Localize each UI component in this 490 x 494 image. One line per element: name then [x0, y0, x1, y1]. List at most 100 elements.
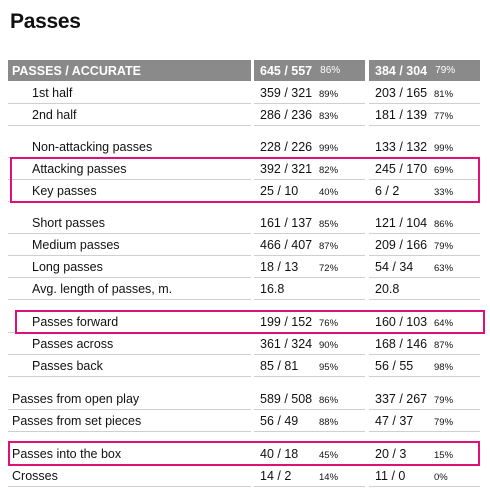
row-team1-pct: 83%	[319, 111, 339, 122]
row-team2-value: 20.8	[375, 282, 400, 296]
row-team1-pct: 95%	[319, 362, 339, 373]
row-team2-cell: 20.8	[369, 279, 480, 300]
row-team1-cell: 40 / 18 45%	[254, 444, 365, 465]
row-label: Attacking passes	[8, 159, 251, 180]
row-team2-pct: 98%	[434, 362, 454, 373]
row-team2-cell: 133 / 132 99%	[369, 137, 480, 158]
row-team2-cell: 209 / 166 79%	[369, 235, 480, 256]
row-label: Avg. length of passes, m.	[8, 279, 251, 300]
row-label: Passes from open play	[8, 389, 251, 410]
row-team1-value: 56 / 49	[260, 414, 299, 428]
row-team2-cell: 337 / 267 79%	[369, 389, 480, 410]
row-team1-cell: 392 / 321 82%	[254, 159, 365, 180]
row-team1-cell: 359 / 321 89%	[254, 83, 365, 104]
row-team2-pct: 79%	[434, 395, 454, 406]
row-label: 2nd half	[8, 105, 251, 126]
row-team2-pct: 79%	[434, 241, 454, 252]
table-row: 1st half 359 / 321 89% 203 / 165 81%	[8, 83, 480, 105]
row-team1-pct: 72%	[319, 263, 339, 274]
row-team2-value: 47 / 37	[375, 414, 414, 428]
table-row: 2nd half 286 / 236 83% 181 / 139 77%	[8, 105, 480, 127]
row-team1-cell: 466 / 407 87%	[254, 235, 365, 256]
row-team1-value: 161 / 137	[260, 216, 313, 230]
row-team2-pct: 69%	[434, 165, 454, 176]
row-team2-cell: 181 / 139 77%	[369, 105, 480, 126]
row-team2-pct: 86%	[434, 219, 454, 230]
row-team2-pct: 15%	[434, 450, 454, 461]
row-label: Crosses	[8, 466, 251, 487]
header-team2-pct: 79%	[435, 65, 456, 76]
row-team1-pct: 99%	[319, 143, 339, 154]
row-team1-value: 16.8	[260, 282, 285, 296]
row-team2-value: 6 / 2	[375, 184, 400, 198]
row-team2-pct: 33%	[434, 187, 454, 198]
row-team1-value: 40 / 18	[260, 447, 299, 461]
table-row: Crosses 14 / 2 14% 11 / 0 0%	[8, 466, 480, 488]
table-row: Avg. length of passes, m. 16.8 20.8	[8, 279, 480, 301]
table-header-label: PASSES / ACCURATE	[8, 60, 251, 81]
row-team1-value: 392 / 321	[260, 162, 313, 176]
row-team1-value: 14 / 2	[260, 469, 292, 483]
row-label: Passes from set pieces	[8, 411, 251, 432]
table-row: Passes from set pieces 56 / 49 88% 47 / 3…	[8, 411, 480, 433]
row-team2-value: 245 / 170	[375, 162, 428, 176]
row-team2-pct: 77%	[434, 111, 454, 122]
row-team1-pct: 14%	[319, 472, 339, 483]
row-team1-cell: 361 / 324 90%	[254, 334, 365, 355]
table-row: Non-attacking passes 228 / 226 99% 133 / …	[8, 137, 480, 159]
row-team1-cell: 56 / 49 88%	[254, 411, 365, 432]
row-team2-pct: 81%	[434, 89, 454, 100]
table-header-team1: 645 / 557 86%	[254, 60, 365, 81]
row-team1-value: 228 / 226	[260, 140, 313, 154]
row-team2-value: 181 / 139	[375, 108, 428, 122]
row-team1-value: 85 / 81	[260, 359, 299, 373]
header-team1-value: 645 / 557	[260, 63, 313, 78]
row-team2-cell: 121 / 104 86%	[369, 213, 480, 234]
row-team2-value: 54 / 34	[375, 260, 414, 274]
row-team1-value: 361 / 324	[260, 337, 313, 351]
row-team1-value: 589 / 508	[260, 392, 313, 406]
row-label: Passes across	[8, 334, 251, 355]
row-team2-cell: 245 / 170 69%	[369, 159, 480, 180]
row-team2-cell: 11 / 0 0%	[369, 466, 480, 487]
row-team2-pct: 64%	[434, 318, 454, 329]
row-team1-pct: 89%	[319, 89, 339, 100]
row-team2-cell: 56 / 55 98%	[369, 356, 480, 377]
row-team2-cell: 47 / 37 79%	[369, 411, 480, 432]
header-team1-pct: 86%	[320, 65, 341, 76]
row-team1-pct: 88%	[319, 417, 339, 428]
table-row: Key passes 25 / 10 40% 6 / 2 33%	[8, 181, 480, 203]
row-team1-cell: 16.8	[254, 279, 365, 300]
row-label: Long passes	[8, 257, 251, 278]
row-team1-pct: 85%	[319, 219, 339, 230]
row-team2-value: 121 / 104	[375, 216, 428, 230]
row-team1-pct: 90%	[319, 340, 339, 351]
row-label: Medium passes	[8, 235, 251, 256]
row-team2-value: 133 / 132	[375, 140, 428, 154]
row-team2-value: 337 / 267	[375, 392, 428, 406]
row-team2-pct: 79%	[434, 417, 454, 428]
table-row: Attacking passes 392 / 321 82% 245 / 170 6…	[8, 159, 480, 181]
row-team1-cell: 18 / 13 72%	[254, 257, 365, 278]
row-team1-cell: 589 / 508 86%	[254, 389, 365, 410]
row-team1-cell: 228 / 226 99%	[254, 137, 365, 158]
row-label: Non-attacking passes	[8, 137, 251, 158]
row-label: 1st half	[8, 83, 251, 104]
row-team2-pct: 63%	[434, 263, 454, 274]
row-team1-cell: 25 / 10 40%	[254, 181, 365, 202]
row-team1-pct: 45%	[319, 450, 339, 461]
row-team2-value: 56 / 55	[375, 359, 414, 373]
row-team1-cell: 161 / 137 85%	[254, 213, 365, 234]
table-row: Medium passes 466 / 407 87% 209 / 166 79%	[8, 235, 480, 257]
row-team2-value: 209 / 166	[375, 238, 428, 252]
table-row: Passes forward 199 / 152 76% 160 / 103 64%	[8, 312, 480, 334]
row-team2-cell: 160 / 103 64%	[369, 312, 480, 333]
table-row: Long passes 18 / 13 72% 54 / 34 63%	[8, 257, 480, 279]
table-row: Passes from open play 589 / 508 86% 337 /…	[8, 389, 480, 411]
row-team2-cell: 203 / 165 81%	[369, 83, 480, 104]
table-row: Passes back 85 / 81 95% 56 / 55 98%	[8, 356, 480, 378]
row-team1-value: 359 / 321	[260, 86, 313, 100]
row-team2-pct: 0%	[434, 472, 448, 483]
table-header-team2: 384 / 304 79%	[369, 60, 480, 81]
row-label: Short passes	[8, 213, 251, 234]
